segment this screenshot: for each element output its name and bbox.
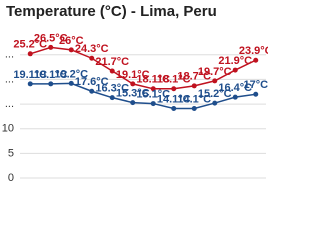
data-point	[130, 81, 136, 87]
data-label: 21.9°C	[218, 55, 252, 67]
data-point	[212, 100, 218, 106]
data-label: 17.6°C	[75, 76, 109, 88]
data-point	[48, 44, 54, 50]
data-point	[68, 80, 74, 86]
data-label: 15.3°C	[116, 87, 150, 99]
data-point	[232, 94, 238, 100]
data-label: 21.7°C	[95, 56, 129, 68]
chart-title: Temperature (°C) - Lima, Peru	[6, 3, 217, 20]
data-label: 18.7°C	[177, 71, 211, 83]
data-point	[171, 106, 177, 112]
data-label: 16.3°C	[95, 83, 129, 95]
data-point	[89, 88, 95, 94]
data-point	[68, 47, 74, 53]
data-point	[150, 101, 156, 107]
data-label: 25.2°C	[13, 39, 47, 51]
data-label: 19.2°C	[54, 68, 88, 80]
data-label: 19.7°C	[198, 66, 232, 78]
chart: Temperature (°C) - Lima, Peru 0 5 10......…	[2, 3, 268, 184]
data-point	[109, 68, 115, 74]
y-tick-label: ...	[5, 49, 14, 61]
data-point	[212, 78, 218, 84]
data-label: 19.1°C	[116, 69, 150, 81]
data-point	[232, 67, 238, 73]
data-label: 19.1°C	[13, 69, 47, 81]
data-label: 14.1°C	[177, 93, 211, 105]
data-label: 15.1°C	[136, 88, 170, 100]
y-tick-label: ...	[5, 98, 14, 110]
data-point	[27, 81, 33, 87]
y-tick-label: ...	[5, 73, 14, 85]
data-label: 14.1°C	[157, 93, 191, 105]
y-tick-label: 0	[8, 172, 14, 184]
data-label: 26.5°C	[34, 32, 68, 44]
y-tick-label: 5	[8, 147, 14, 159]
data-label: 15.2°C	[198, 88, 232, 100]
data-point	[109, 95, 115, 101]
data-point	[191, 83, 197, 89]
data-point	[171, 86, 177, 92]
data-label: 26°C	[59, 35, 84, 47]
data-label: 19.1°C	[34, 69, 68, 81]
y-tick-label: 10	[2, 123, 14, 135]
data-label: 16.4°C	[218, 82, 252, 94]
series-line	[30, 46, 257, 90]
data-point	[253, 91, 259, 97]
data-point	[130, 100, 136, 106]
data-point	[191, 106, 197, 112]
data-point	[253, 57, 259, 63]
data-label: 24.3°C	[75, 43, 109, 55]
data-point	[89, 55, 95, 61]
series-line	[30, 82, 256, 110]
data-point	[27, 51, 33, 57]
data-label: 18.1°C	[157, 74, 191, 86]
data-point	[48, 81, 54, 87]
data-point	[150, 86, 156, 92]
data-label: 18.1°C	[136, 74, 170, 86]
data-label: 23.9°C	[239, 45, 268, 57]
data-label: 17°C	[243, 79, 268, 91]
